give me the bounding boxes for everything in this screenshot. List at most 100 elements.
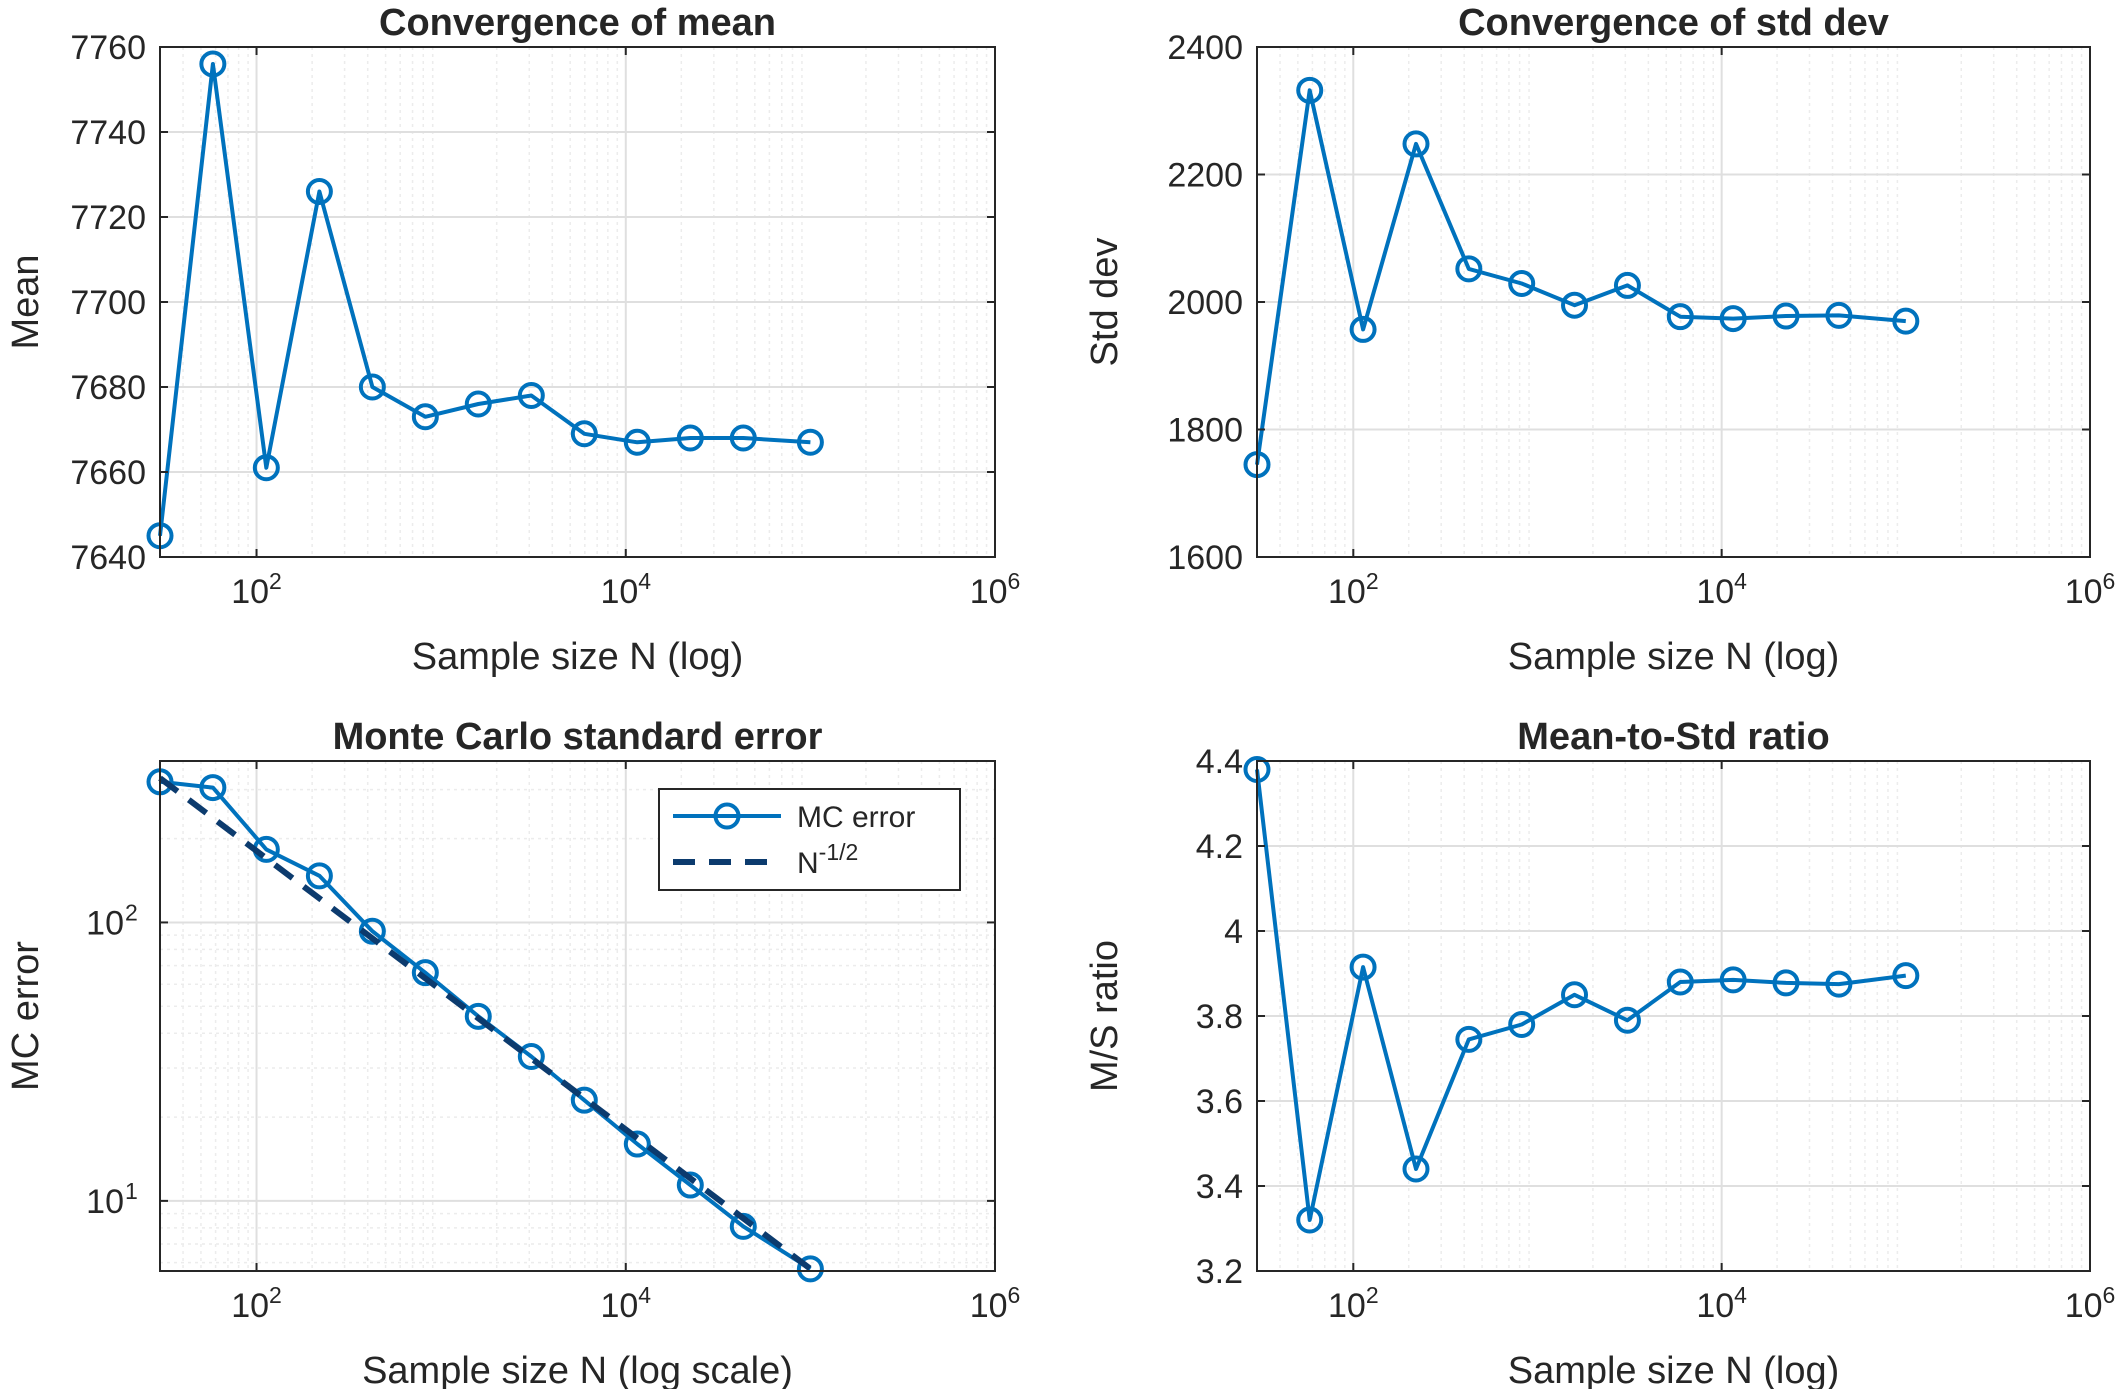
chart-title: Monte Carlo standard error bbox=[333, 716, 823, 758]
y-tick-label: 3.4 bbox=[1196, 1168, 1243, 1206]
data-point bbox=[1772, 302, 1800, 330]
series-1 bbox=[1243, 76, 1920, 479]
series-2 bbox=[158, 775, 813, 1272]
series-1 bbox=[1243, 756, 1920, 1234]
x-tick-label: 104 bbox=[600, 568, 651, 611]
y-tick-label: 1800 bbox=[1167, 412, 1243, 450]
data-point bbox=[199, 774, 227, 802]
series-1 bbox=[146, 50, 824, 550]
y-tick-label: 10 bbox=[86, 904, 124, 942]
data-point bbox=[1892, 962, 1920, 990]
data-point bbox=[464, 1002, 492, 1030]
data-point bbox=[252, 454, 280, 482]
x-tick-label: 102 bbox=[231, 568, 282, 611]
x-tick-label: 104 bbox=[1696, 568, 1747, 611]
data-point bbox=[1349, 315, 1377, 343]
data-point bbox=[1296, 1206, 1324, 1234]
data-point bbox=[570, 420, 598, 448]
y-axis-label: MC error bbox=[5, 941, 47, 1091]
data-point bbox=[1561, 981, 1589, 1009]
data-point bbox=[358, 373, 386, 401]
y-tick-label: 3.2 bbox=[1196, 1253, 1243, 1291]
y-axis-label: Std dev bbox=[1084, 238, 1126, 367]
grid bbox=[1257, 46, 2091, 558]
x-axis-label: Sample size N (log) bbox=[1508, 636, 1840, 678]
data-point bbox=[1402, 1155, 1430, 1183]
ticks bbox=[160, 46, 996, 558]
y-tick-label: 4.2 bbox=[1196, 828, 1243, 866]
data-point bbox=[796, 1255, 824, 1283]
ticks bbox=[1257, 760, 2091, 1272]
x-tick-label: 106 bbox=[2065, 1282, 2116, 1325]
data-point bbox=[199, 50, 227, 78]
chart-2: 102 104 106 1600 1800 2000 2200 2400 Convergence… bbox=[1084, 2, 2115, 678]
data-point bbox=[1892, 307, 1920, 335]
y-tick-label: 4.4 bbox=[1196, 743, 1243, 781]
data-point bbox=[517, 382, 545, 409]
chart-title: Convergence of mean bbox=[379, 2, 776, 44]
y-tick-label: 2200 bbox=[1167, 157, 1243, 195]
chart-4: 102 104 106 3.2 3.4 3.6 3.8 4 4.2 4.4 Mean-to-Std … bbox=[1084, 716, 2115, 1389]
x-axis-label: Sample size N (log) bbox=[1508, 1350, 1840, 1389]
x-tick-label: 106 bbox=[970, 568, 1021, 611]
chart-title: Mean-to-Std ratio bbox=[1517, 716, 1829, 758]
x-tick-label: 106 bbox=[970, 1282, 1021, 1325]
data-point bbox=[1455, 255, 1483, 283]
series-line bbox=[158, 62, 811, 537]
y-tick-label: 2400 bbox=[1167, 29, 1243, 67]
data-point bbox=[676, 424, 704, 452]
data-point bbox=[1719, 966, 1747, 994]
data-point bbox=[305, 862, 333, 890]
axes-box bbox=[159, 760, 996, 1272]
series-line bbox=[1255, 88, 1906, 465]
data-point bbox=[411, 403, 439, 431]
x-tick-label: 102 bbox=[1328, 568, 1379, 611]
data-point bbox=[1825, 301, 1853, 329]
legend: MC error N-1/2 bbox=[658, 788, 961, 891]
data-point bbox=[729, 424, 757, 452]
y-tick-label: 7760 bbox=[70, 29, 146, 67]
y-axis-label: M/S ratio bbox=[1084, 940, 1126, 1092]
data-point bbox=[796, 428, 824, 456]
data-point bbox=[570, 1086, 598, 1114]
data-point bbox=[517, 1043, 545, 1071]
data-point bbox=[676, 1171, 704, 1199]
y-tick-exponent: 2 bbox=[125, 899, 138, 925]
y-tick-label: 10 bbox=[86, 1183, 124, 1221]
y-tick-label: 7700 bbox=[70, 284, 146, 322]
data-point bbox=[1825, 970, 1853, 998]
data-point bbox=[1402, 130, 1430, 158]
data-point bbox=[1561, 291, 1589, 319]
y-tick-label: 7740 bbox=[70, 114, 146, 152]
y-tick-label: 1600 bbox=[1167, 539, 1243, 577]
x-tick-label: 104 bbox=[1696, 1282, 1747, 1325]
ticks bbox=[1257, 46, 2091, 558]
y-axis-label: Mean bbox=[5, 254, 47, 349]
x-axis-label: Sample size N (log scale) bbox=[362, 1350, 793, 1389]
data-point bbox=[1508, 1011, 1536, 1038]
y-tick-label: 7720 bbox=[70, 199, 146, 237]
data-point bbox=[1508, 270, 1536, 298]
data-point bbox=[1666, 303, 1694, 331]
grid bbox=[160, 46, 996, 558]
x-tick-label: 106 bbox=[2065, 568, 2116, 611]
y-tick-label: 4 bbox=[1224, 913, 1243, 951]
data-point bbox=[1719, 305, 1747, 333]
data-point bbox=[1613, 1006, 1641, 1034]
x-axis-label: Sample size N (log) bbox=[412, 636, 744, 678]
x-tick-label: 104 bbox=[600, 1282, 651, 1325]
x-tick-label: 102 bbox=[231, 1282, 282, 1325]
data-point bbox=[1349, 953, 1377, 981]
y-tick-label: 7660 bbox=[70, 454, 146, 492]
series-line bbox=[1255, 769, 1907, 1222]
data-point bbox=[1772, 969, 1800, 997]
chart-title: Convergence of std dev bbox=[1458, 2, 1889, 44]
data-point bbox=[623, 428, 651, 456]
y-tick-label: 2000 bbox=[1167, 284, 1243, 322]
y-tick-label: 7680 bbox=[70, 369, 146, 407]
data-point bbox=[1296, 76, 1324, 104]
data-point bbox=[305, 178, 333, 205]
y-tick-label: 7640 bbox=[70, 539, 146, 577]
